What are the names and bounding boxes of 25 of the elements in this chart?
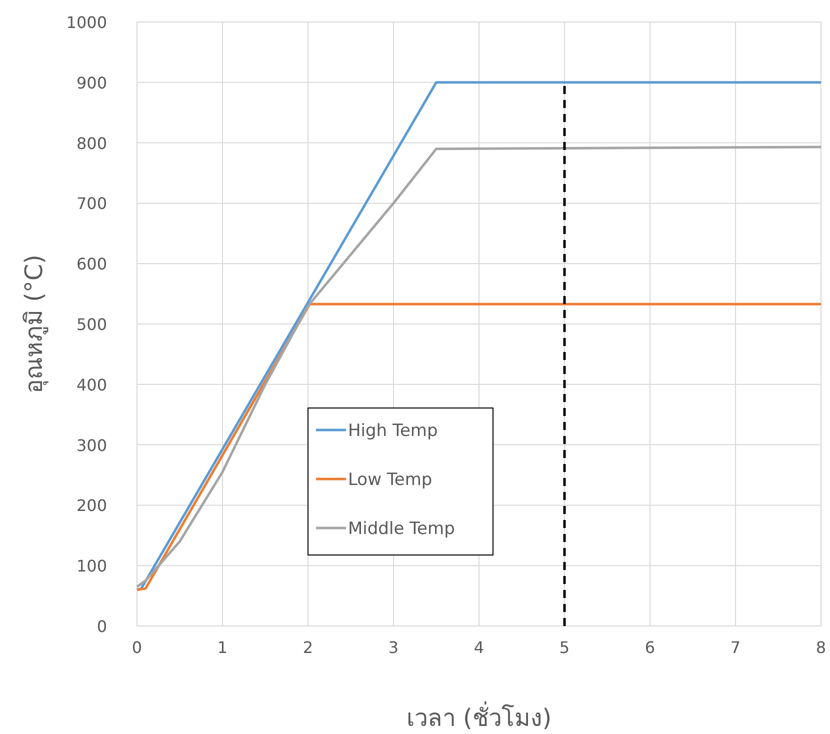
legend-label: Low Temp [348, 470, 432, 490]
y-tick-label: 700 [76, 194, 107, 214]
x-tick-label: 5 [559, 638, 570, 657]
y-axis-title: อุณหภูมิ (°C) [20, 254, 49, 394]
x-tick-label: 2 [302, 638, 314, 657]
y-tick-label: 500 [76, 315, 107, 334]
x-tick-label: 4 [474, 638, 484, 657]
x-tick-label: 1 [217, 638, 228, 657]
x-tick-label: 8 [816, 638, 826, 657]
x-tick-label: 7 [730, 638, 741, 657]
y-tick-label: 0 [96, 617, 107, 636]
y-tick-label: 300 [76, 436, 107, 455]
x-tick-label: 3 [388, 638, 399, 657]
y-tick-label: 900 [76, 73, 107, 92]
legend-label: High Temp [348, 421, 438, 441]
y-tick-label: 1000 [66, 13, 107, 32]
y-tick-label: 800 [76, 134, 107, 153]
y-tick-label: 400 [76, 375, 107, 394]
legend-label: Middle Temp [348, 519, 455, 539]
x-tick-label: 0 [132, 638, 142, 657]
x-tick-label: 6 [644, 638, 656, 657]
y-tick-label: 100 [76, 556, 107, 576]
x-axis-title: เวลา (ชั่วโมง) [406, 701, 552, 732]
y-tick-label: 200 [76, 496, 107, 516]
y-tick-label: 600 [76, 254, 107, 274]
